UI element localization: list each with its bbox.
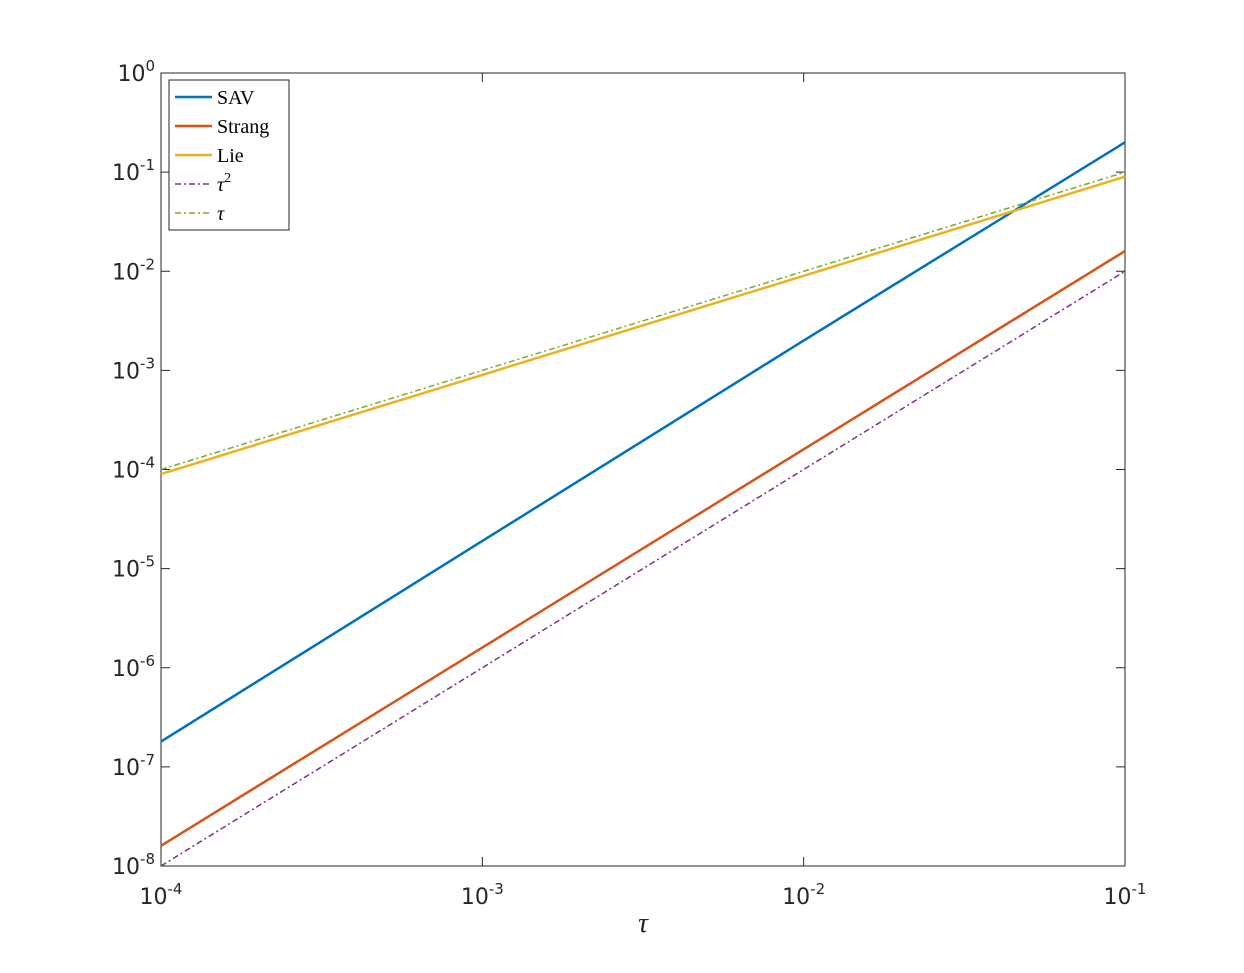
series-line: [160, 270, 1126, 867]
tick-exponent: -4: [168, 880, 183, 898]
tick-label: 10-2: [782, 880, 825, 910]
tick-exponent: -1: [1132, 880, 1147, 898]
tick-exponent: -3: [489, 880, 504, 898]
tick-label: 10-7: [112, 751, 155, 781]
legend-exponent: 2: [224, 171, 231, 186]
legend-label: τ2: [217, 171, 231, 196]
tick-base: 10: [112, 359, 140, 384]
legend-base: τ: [217, 174, 225, 196]
series-line: [160, 175, 1126, 476]
tick-label: 10-2: [112, 255, 155, 285]
series-line: [160, 249, 1126, 847]
legend-label: Lie: [217, 145, 244, 167]
tick-label: 10-8: [112, 850, 155, 880]
tick-base: 10: [782, 885, 810, 910]
tick-base: 10: [112, 855, 140, 880]
tick-exponent: -2: [810, 880, 825, 898]
tick-label: 10-3: [112, 354, 155, 384]
series-line: [160, 171, 1126, 471]
series-line: [160, 141, 1126, 743]
tick-exponent: -5: [140, 553, 155, 571]
plot-area: [160, 72, 1126, 867]
legend-label: SAV: [217, 87, 255, 109]
tick-exponent: 0: [145, 57, 155, 75]
tick-base: 10: [140, 885, 168, 910]
tick-exponent: -7: [140, 751, 155, 769]
x-axis-label: τ: [638, 908, 649, 939]
tick-exponent: -2: [140, 255, 155, 273]
tick-label: 100: [117, 57, 155, 87]
tick-label: 10-3: [461, 880, 504, 910]
tick-exponent: -4: [140, 454, 155, 472]
legend-label: τ: [217, 203, 225, 225]
tick-label: 10-4: [140, 880, 183, 910]
tick-base: 10: [112, 756, 140, 781]
tick-label: 10-5: [112, 553, 155, 583]
tick-base: 10: [461, 885, 489, 910]
tick-exponent: -1: [140, 156, 155, 174]
legend-label: Strang: [217, 116, 269, 138]
tick-label: 10-4: [112, 454, 155, 484]
tick-base: 10: [1104, 885, 1132, 910]
tick-base: 10: [112, 459, 140, 484]
tick-label: 10-6: [112, 652, 155, 682]
tick-label: 10-1: [112, 156, 155, 186]
tick-exponent: -8: [140, 850, 155, 868]
tick-exponent: -6: [140, 652, 155, 670]
tick-base: 10: [112, 161, 140, 186]
tick-base: 10: [117, 62, 145, 87]
tick-base: 10: [112, 657, 140, 682]
tick-base: 10: [112, 558, 140, 583]
tick-base: 10: [112, 260, 140, 285]
tick-exponent: -3: [140, 354, 155, 372]
tick-label: 10-1: [1104, 880, 1147, 910]
